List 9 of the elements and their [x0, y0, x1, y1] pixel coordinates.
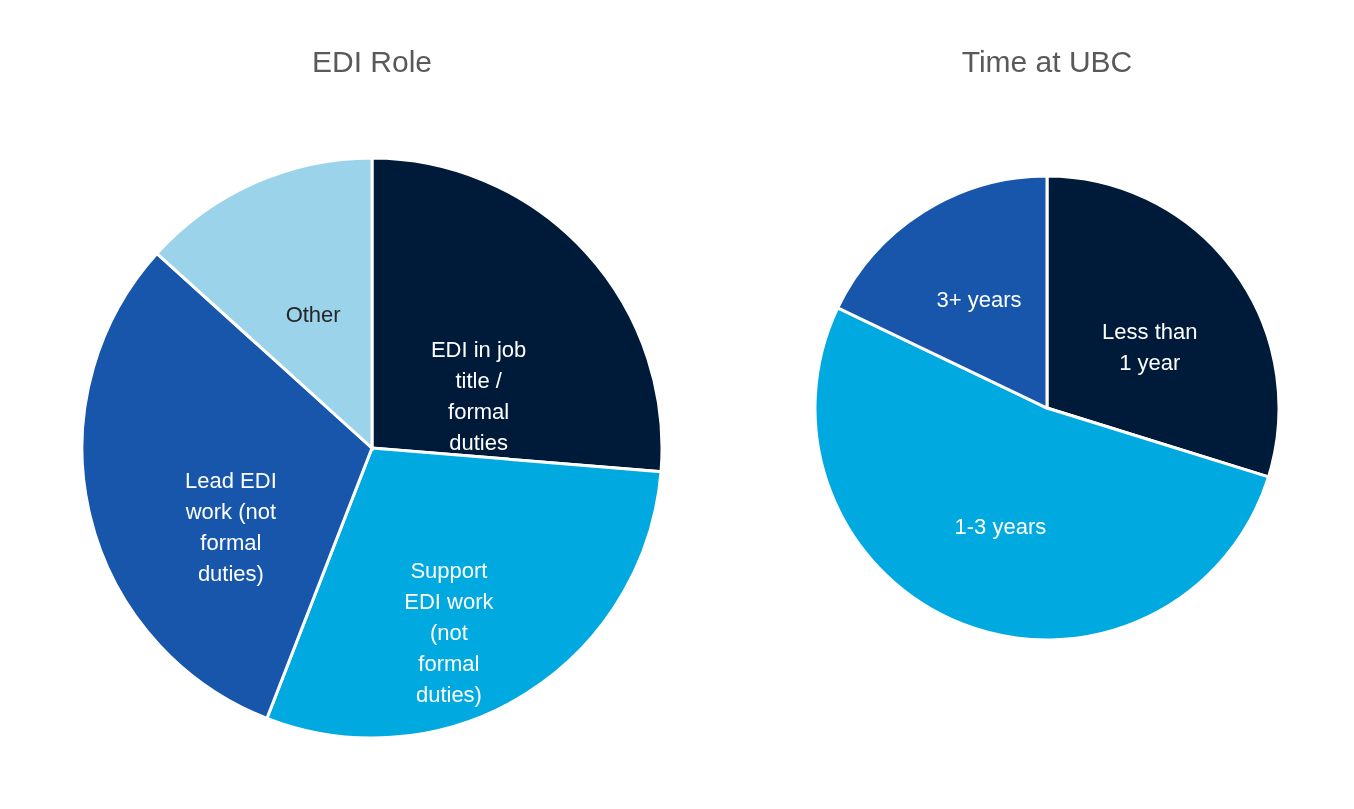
slice-label: 3+ years [936, 287, 1022, 313]
chart-title: EDI Role [311, 45, 433, 78]
slice-label: EDI in job title / formal duties [430, 336, 527, 455]
slice-label: 1-3 years [954, 513, 1047, 539]
slice-label: Lead EDI work (not formal duties) [184, 468, 277, 587]
chart-title: Time at UBC [961, 45, 1133, 78]
slice-label: Other [285, 302, 341, 328]
slice-label: Less than 1 year [1102, 319, 1198, 376]
slice-label: Support EDI work (not formal duties) [404, 557, 495, 707]
